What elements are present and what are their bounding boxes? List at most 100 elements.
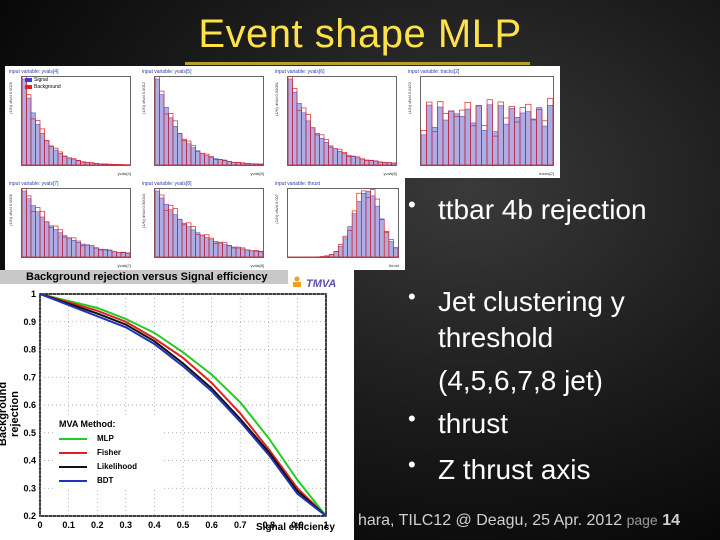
histogram-bin — [453, 113, 460, 166]
histogram-bin — [370, 195, 376, 258]
histogram-bin — [66, 157, 72, 166]
legend-label: Fisher — [97, 448, 122, 457]
histogram-bin — [442, 119, 449, 166]
histogram-bin — [84, 245, 90, 258]
y-tick-label: 0.5 — [23, 428, 36, 438]
x-tick-label: 0.9 — [291, 520, 304, 530]
histogram-bin-bkg — [547, 98, 554, 166]
histogram-bin — [195, 150, 201, 166]
histogram-bin — [492, 131, 499, 166]
input-plot-4: input variable: yvals[7] (1/N) dN/d 0.000… — [7, 180, 135, 268]
histogram-bin — [222, 244, 228, 258]
histogram-bin — [536, 107, 543, 166]
series-line-fisher — [39, 293, 327, 517]
input-plot-histogram — [287, 76, 397, 166]
legend-label: MLP — [97, 434, 114, 443]
legend-item-bdt: BDT — [59, 476, 113, 485]
histogram-bin — [30, 205, 36, 258]
input-plot-ylabel: (1/N) dN/d 0.0012 — [141, 82, 146, 114]
histogram-bin — [71, 240, 77, 258]
y-tick-label: 0.9 — [23, 317, 36, 327]
histogram-bin — [195, 232, 201, 258]
input-plot-title: input variable: yvals[4] — [9, 69, 59, 75]
histogram-bin — [226, 245, 232, 258]
histogram-bin — [199, 153, 205, 166]
histogram-bin — [168, 117, 174, 166]
page-number: 14 — [662, 512, 680, 529]
histogram-bin — [168, 209, 174, 258]
histogram-bin — [57, 153, 63, 166]
input-plot-histogram — [420, 76, 554, 166]
histogram-bin — [337, 151, 343, 166]
input-plot-ylabel: (1/N) dN/d 0.0005 — [8, 194, 13, 226]
bullet-text: Z thrust axis — [438, 454, 591, 485]
input-plot-title: input variable: yvals[8] — [142, 181, 192, 187]
histogram-bin — [120, 252, 126, 258]
x-tick-label: 0.7 — [234, 520, 247, 530]
legend-swatch — [59, 465, 87, 468]
legend-swatch — [59, 437, 87, 440]
legend-signal: Signal — [34, 77, 48, 83]
histogram-bin — [26, 198, 32, 258]
histogram-bin — [62, 235, 68, 258]
tmva-logo-icon — [293, 276, 301, 287]
input-plot-1: input variable: yvals[5] (1/N) dN/d 0.001… — [140, 68, 268, 176]
histogram-bin — [240, 248, 246, 258]
histogram-bin — [75, 242, 81, 258]
histogram-bin — [333, 251, 339, 258]
roc-chart: Background rejection versus Signal effic… — [0, 270, 354, 540]
x-tick-label: 1 — [323, 520, 328, 530]
histogram-bin — [181, 138, 187, 166]
histogram-bin — [53, 149, 59, 166]
bullet-text: (4,5,6,7,8 jet) — [438, 365, 603, 396]
y-tick-label: 0.8 — [23, 345, 36, 355]
tmva-logo: TMVA — [306, 278, 337, 290]
input-plot-xlabel: yvals[4] — [117, 171, 131, 176]
histogram-bin — [368, 160, 374, 166]
histogram-bin — [503, 123, 510, 166]
input-plot-histogram — [21, 188, 131, 258]
input-plot-histogram — [21, 76, 131, 166]
histogram-bin — [486, 104, 493, 166]
legend-swatch — [59, 479, 87, 482]
x-tick-label: 0.6 — [205, 520, 218, 530]
input-plot-title: input variable: yvals[6] — [275, 69, 325, 75]
histogram-bin — [159, 94, 165, 166]
input-plot-title: input variable: yvals[5] — [142, 69, 192, 75]
legend-label: Likelihood — [97, 462, 137, 471]
histogram-bin — [338, 245, 344, 258]
histogram-bin — [377, 161, 383, 166]
histogram-bin — [39, 133, 45, 166]
histogram-bin — [177, 133, 183, 166]
legend-background: Background — [34, 84, 61, 90]
histogram-bin — [373, 161, 379, 166]
histogram-bin — [356, 201, 362, 258]
histogram-bin-bkg — [391, 162, 397, 166]
histogram-bin — [365, 190, 371, 258]
histogram-bin — [437, 106, 444, 166]
histogram-bin — [497, 105, 504, 166]
input-plot-0: input variable: yvals[4] (1/N) dN/d 0.002… — [7, 68, 135, 176]
histogram-bin — [21, 78, 27, 166]
input-plot-ylabel: (1/N) dN/d 0.0422 — [407, 82, 412, 114]
x-tick-label: 0 — [37, 520, 42, 530]
title-underline — [185, 62, 530, 65]
histogram-bin — [287, 78, 293, 166]
histogram-bin — [204, 155, 210, 166]
histogram-bin — [388, 241, 394, 258]
histogram-bin — [508, 108, 515, 166]
histogram-bin — [231, 246, 237, 258]
histogram-bin — [199, 235, 205, 258]
input-plot-xlabel: yvals[5] — [250, 171, 264, 176]
histogram-bin — [530, 118, 537, 166]
input-plot-xlabel: yvals[8] — [250, 263, 264, 268]
histogram-bin — [208, 156, 214, 166]
histogram-bin — [116, 251, 122, 258]
histogram-bin — [319, 137, 325, 166]
slide-title: Event shape MLP — [198, 12, 522, 56]
histogram-bin — [111, 251, 117, 258]
histogram-bin — [393, 248, 399, 258]
histogram-bin — [314, 133, 320, 166]
histogram-bin — [541, 125, 548, 166]
input-plot-3: input variable: tracks[2] (1/N) dN/d 0.04… — [406, 68, 558, 176]
